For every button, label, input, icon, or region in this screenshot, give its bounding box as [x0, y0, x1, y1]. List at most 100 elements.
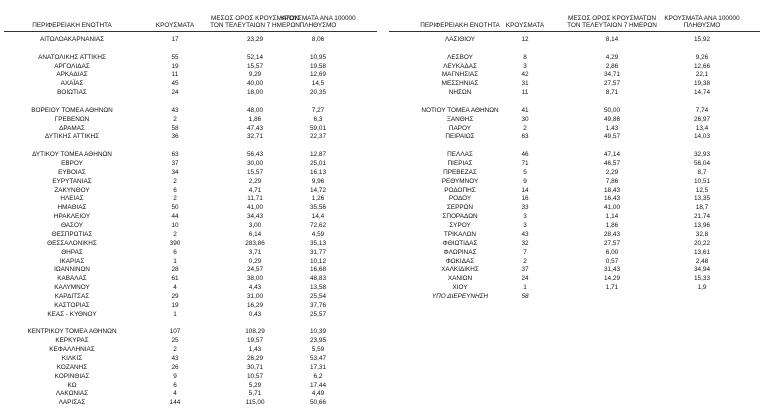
value-cell: 52,14: [247, 53, 263, 61]
value-cell: 17,31: [310, 363, 326, 371]
value-cell: 37: [521, 266, 529, 274]
value-cell: 44: [171, 213, 179, 221]
region-name: ΘΕΣΣΑΛΟΝΙΚΗΣ: [47, 239, 97, 247]
value-cell: 7,86: [605, 177, 619, 185]
value-cell: 3: [523, 213, 527, 221]
value-cell: 6: [173, 381, 177, 389]
value-cell: 24: [521, 275, 529, 283]
region-name: ΑΝΑΤΟΛΙΚΗΣ ΑΤΤΙΚΗΣ: [38, 53, 106, 61]
value-cell: 43: [171, 106, 179, 114]
region-name: ΛΑΚΩΝΙΑΣ: [55, 390, 89, 398]
header-rule: [4, 31, 377, 32]
value-cell: 3: [523, 222, 527, 230]
value-cell: 6,2: [313, 372, 323, 380]
region-name: ΚΕΝΤΡΙΚΟΥ ΤΟΜΕΑ ΑΘΗΝΩΝ: [27, 328, 117, 336]
value-cell: 13,35: [694, 195, 710, 203]
value-cell: 10,12: [310, 257, 326, 265]
value-cell: 11: [521, 89, 529, 97]
region-name: ΕΒΡΟΥ: [61, 160, 83, 168]
value-cell: 107: [169, 328, 181, 336]
region-name: ΦΛΩΡΙΝΑΣ: [443, 248, 477, 256]
value-cell: 10,95: [310, 53, 326, 61]
value-cell: 7,27: [311, 106, 325, 114]
region-name: ΖΑΚΥΝΘΟΥ: [54, 186, 90, 194]
value-cell: 2: [523, 124, 527, 132]
region-name: ΣΥΡΟΥ: [449, 222, 471, 230]
value-cell: 46: [521, 151, 529, 159]
value-cell: 16,43: [604, 195, 620, 203]
value-cell: 41,00: [247, 204, 263, 212]
value-cell: 72,62: [310, 222, 326, 230]
value-cell: 10: [171, 222, 179, 230]
value-cell: 26: [171, 363, 179, 371]
value-cell: 7,74: [695, 106, 709, 114]
region-name: ΚΑΣΤΟΡΙΑΣ: [54, 301, 90, 309]
region-name: ΗΛΕΙΑΣ: [60, 195, 84, 203]
value-cell: 16,68: [310, 266, 326, 274]
region-name: ΚΟΡΙΝΘΙΑΣ: [54, 372, 90, 380]
value-cell: 41: [521, 106, 529, 114]
value-cell: 6,00: [605, 248, 619, 256]
value-cell: 1,86: [605, 222, 619, 230]
region-name: ΡΕΘΥΜΝΟΥ: [441, 177, 479, 185]
value-cell: 26,97: [694, 115, 710, 123]
column-header: ΤΟΝ ΤΕΛΕΥΤΑΙΩΝ 7 ΗΜΕΡΩΝ: [210, 22, 300, 29]
value-cell: 14,4: [311, 213, 325, 221]
column-header: ΜΕΣΟΣ ΟΡΟΣ ΚΡΟΥΣΜΑΤΩΝ: [211, 15, 299, 22]
region-name: ΚΕΡΚΥΡΑΣ: [55, 337, 89, 345]
value-cell: 2: [173, 115, 177, 123]
value-cell: 14,72: [310, 186, 326, 194]
value-cell: 33: [521, 204, 529, 212]
value-cell: 29: [171, 292, 179, 300]
value-cell: 8: [523, 53, 527, 61]
value-cell: 8,71: [605, 89, 619, 97]
value-cell: 22,37: [310, 133, 326, 141]
region-name: ΚΩ: [67, 381, 77, 389]
value-cell: 50: [171, 204, 179, 212]
column-header: ΚΡΟΥΣΜΑΤΑ ΑΝΑ 100000: [280, 15, 356, 22]
value-cell: 32: [521, 239, 529, 247]
value-cell: 2: [523, 257, 527, 265]
value-cell: 19,38: [694, 80, 710, 88]
value-cell: 36: [171, 133, 179, 141]
region-name: ΑΧΑΪΑΣ: [60, 80, 84, 88]
value-cell: 28: [171, 266, 179, 274]
value-cell: 5,71: [248, 390, 262, 398]
value-cell: 56,04: [694, 160, 710, 168]
value-cell: 11: [171, 71, 179, 79]
value-cell: 47,14: [604, 151, 620, 159]
region-name: ΠΑΡΟΥ: [448, 124, 472, 132]
value-cell: 30: [521, 115, 529, 123]
value-cell: 31,77: [310, 248, 326, 256]
value-cell: 46,57: [604, 160, 620, 168]
value-cell: 2: [173, 230, 177, 238]
value-cell: 47,43: [247, 124, 263, 132]
unassigned-cell: 58: [521, 292, 529, 300]
value-cell: 19: [171, 62, 179, 70]
value-cell: 1,43: [248, 346, 262, 354]
value-cell: 38,00: [247, 275, 263, 283]
value-cell: 24,57: [247, 266, 263, 274]
value-cell: 50,66: [310, 399, 326, 407]
header-rule: [389, 31, 760, 32]
value-cell: 10,39: [310, 328, 326, 336]
value-cell: 8,06: [311, 36, 325, 43]
region-name: ΦΩΚΙΔΑΣ: [445, 257, 475, 265]
region-name: ΘΗΡΑΣ: [61, 248, 83, 256]
region-name: ΚΑΡΔΙΤΣΑΣ: [54, 292, 90, 300]
value-cell: 31: [521, 80, 529, 88]
value-cell: 45: [171, 80, 179, 88]
value-cell: 31,00: [247, 292, 263, 300]
region-name: ΝΟΤΙΟΥ ΤΟΜΕΑ ΑΘΗΝΩΝ: [421, 106, 499, 114]
value-cell: 3,00: [248, 222, 262, 230]
value-cell: 71: [521, 160, 529, 168]
value-cell: 23,29: [247, 36, 263, 43]
value-cell: 63: [521, 133, 529, 141]
value-cell: 35,13: [310, 239, 326, 247]
value-cell: 18,7: [695, 204, 709, 212]
region-name: ΔΡΑΜΑΣ: [59, 124, 85, 132]
region-name: ΒΟΙΩΤΙΑΣ: [57, 89, 87, 97]
value-cell: 7: [523, 248, 527, 256]
value-cell: 0,43: [248, 310, 262, 318]
value-cell: 1: [173, 257, 177, 265]
